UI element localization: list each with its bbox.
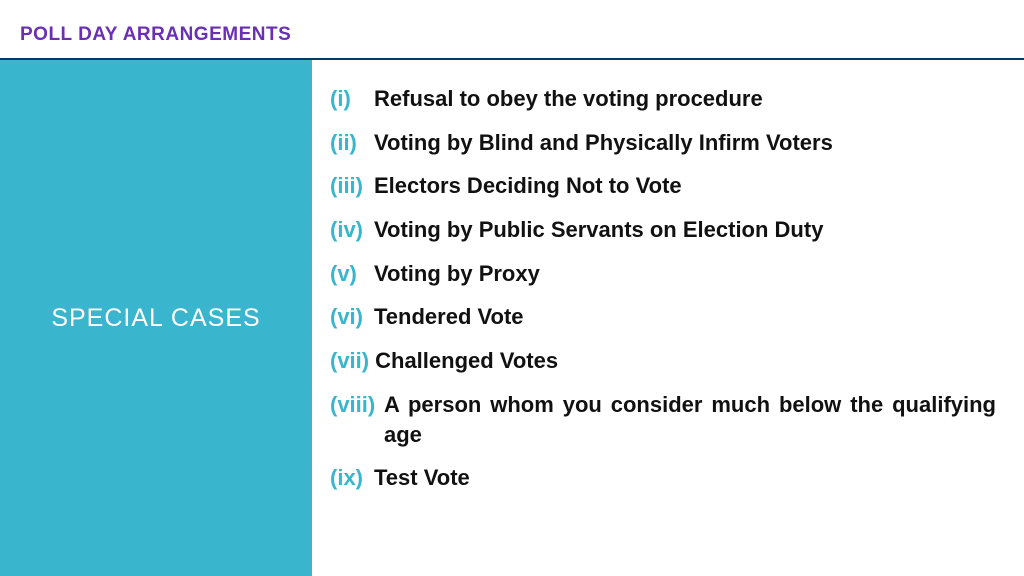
- list-marker: (vi): [330, 302, 374, 332]
- list-text: Electors Deciding Not to Vote: [374, 171, 682, 201]
- list-marker: (i): [330, 84, 374, 114]
- list-item: (vii) Challenged Votes: [330, 346, 996, 376]
- list-marker: (ix): [330, 463, 374, 493]
- slide: POLL DAY ARRANGEMENTS SPECIAL CASES (i) …: [0, 0, 1024, 576]
- list-marker: (v): [330, 259, 374, 289]
- list-text: Voting by Public Servants on Election Du…: [374, 215, 823, 245]
- list-text: Refusal to obey the voting procedure: [374, 84, 763, 114]
- list-text: Voting by Blind and Physically Infirm Vo…: [374, 128, 833, 158]
- sidebar-title: SPECIAL CASES: [51, 304, 260, 333]
- list-item: (ii) Voting by Blind and Physically Infi…: [330, 128, 996, 158]
- list-item: (iv) Voting by Public Servants on Electi…: [330, 215, 996, 245]
- list-text: Voting by Proxy: [374, 259, 540, 289]
- content-row: SPECIAL CASES (i) Refusal to obey the vo…: [0, 60, 1024, 576]
- header: POLL DAY ARRANGEMENTS: [0, 0, 1024, 58]
- sidebar: SPECIAL CASES: [0, 60, 312, 576]
- list-text: Tendered Vote: [374, 302, 524, 332]
- list-item: (i) Refusal to obey the voting procedure: [330, 84, 996, 114]
- list-item: (iii) Electors Deciding Not to Vote: [330, 171, 996, 201]
- list-text: Test Vote: [374, 463, 470, 493]
- list-marker: (viii): [330, 390, 384, 449]
- list-item: (ix) Test Vote: [330, 463, 996, 493]
- list-text: Challenged Votes: [375, 346, 558, 376]
- list-item: (viii) A person whom you consider much b…: [330, 390, 996, 449]
- list-item: (v) Voting by Proxy: [330, 259, 996, 289]
- list-marker: (iv): [330, 215, 374, 245]
- special-cases-list: (i) Refusal to obey the voting procedure…: [330, 84, 996, 493]
- list-item: (vi) Tendered Vote: [330, 302, 996, 332]
- page-title: POLL DAY ARRANGEMENTS: [20, 24, 1004, 46]
- main-content: (i) Refusal to obey the voting procedure…: [312, 60, 1024, 576]
- list-text: A person whom you consider much below th…: [384, 390, 996, 449]
- list-marker: (vii): [330, 346, 375, 376]
- list-marker: (ii): [330, 128, 374, 158]
- list-marker: (iii): [330, 171, 374, 201]
